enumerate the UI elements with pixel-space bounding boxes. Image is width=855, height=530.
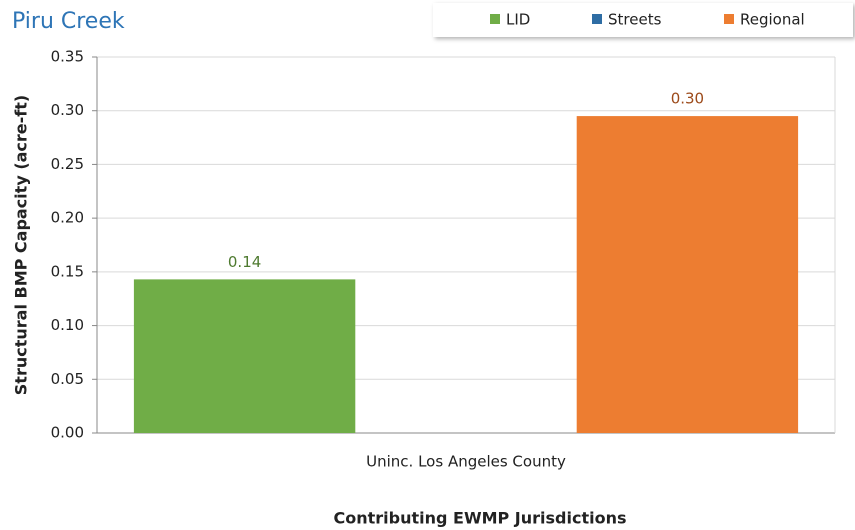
legend-swatch <box>724 14 734 24</box>
y-axis-label: Structural BMP Capacity (acre-ft) <box>12 95 31 395</box>
legend-swatch <box>592 14 602 24</box>
chart-title: Piru Creek <box>12 9 125 34</box>
legend-label: LID <box>506 11 530 29</box>
bar <box>576 116 799 433</box>
y-tick-label: 0.30 <box>51 101 84 119</box>
legend-swatch <box>490 14 500 24</box>
y-tick-label: 0.05 <box>51 370 84 388</box>
y-tick-label: 0.35 <box>51 48 84 66</box>
bar <box>133 279 356 433</box>
value-label: 0.30 <box>671 90 704 108</box>
y-tick-label: 0.15 <box>51 262 84 280</box>
legend-label: Streets <box>608 11 662 29</box>
x-tick-label: Uninc. Los Angeles County <box>366 453 566 471</box>
y-tick-label: 0.00 <box>51 424 84 442</box>
value-label: 0.14 <box>228 253 261 271</box>
y-tick-label: 0.20 <box>51 209 84 227</box>
y-tick-label: 0.25 <box>51 155 84 173</box>
y-tick-label: 0.10 <box>51 316 84 334</box>
legend-label: Regional <box>740 11 805 29</box>
x-axis-label: Contributing EWMP Jurisdictions <box>333 509 626 528</box>
legend-box <box>433 3 853 37</box>
